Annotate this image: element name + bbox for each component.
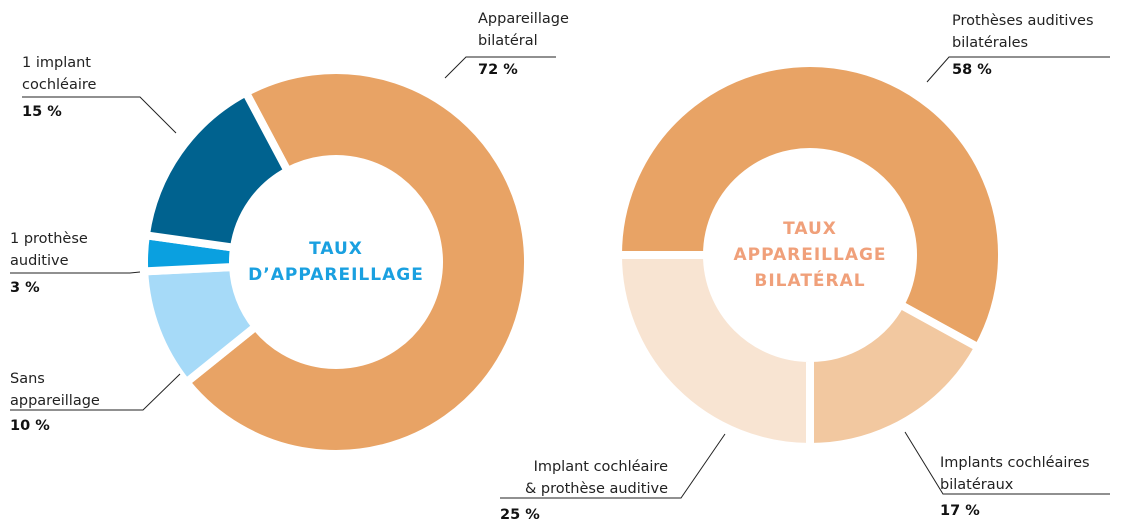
center-title: TAUX D’APPAREILLAGE — [248, 239, 424, 285]
donut-segment — [613, 59, 1006, 353]
segment-label: 1 prothèse auditive — [10, 231, 88, 269]
leader-line — [22, 96, 177, 134]
leader-line — [10, 373, 181, 411]
value-label: 3 % — [10, 280, 40, 296]
segment-label: 1 implant cochléaire — [22, 55, 97, 93]
donut-segment — [141, 87, 294, 253]
leader-line — [500, 433, 726, 499]
value-label: 10 % — [10, 418, 50, 434]
leader-line — [444, 56, 556, 79]
leader-line — [904, 431, 1110, 495]
center-title: TAUX APPAREILLAGE BILATÉRAL — [733, 219, 887, 291]
leader-line — [926, 56, 1110, 83]
segment-label: Implant cochléaire & prothèse auditive — [524, 459, 668, 497]
segment-label: Sans appareillage — [10, 371, 100, 409]
value-label: 17 % — [940, 503, 980, 519]
segment-label: Appareillage bilatéral — [478, 11, 569, 49]
value-label: 72 % — [478, 62, 518, 78]
value-label: 58 % — [952, 62, 992, 78]
segment-label: Prothèses auditives bilatérales — [952, 13, 1094, 51]
donut-segment — [613, 251, 814, 452]
value-label: 25 % — [500, 507, 540, 523]
segment-label: Implants cochléaires bilatéraux — [940, 455, 1090, 493]
value-label: 15 % — [22, 104, 62, 120]
donut-segment — [180, 66, 532, 458]
leader-line — [10, 271, 141, 274]
